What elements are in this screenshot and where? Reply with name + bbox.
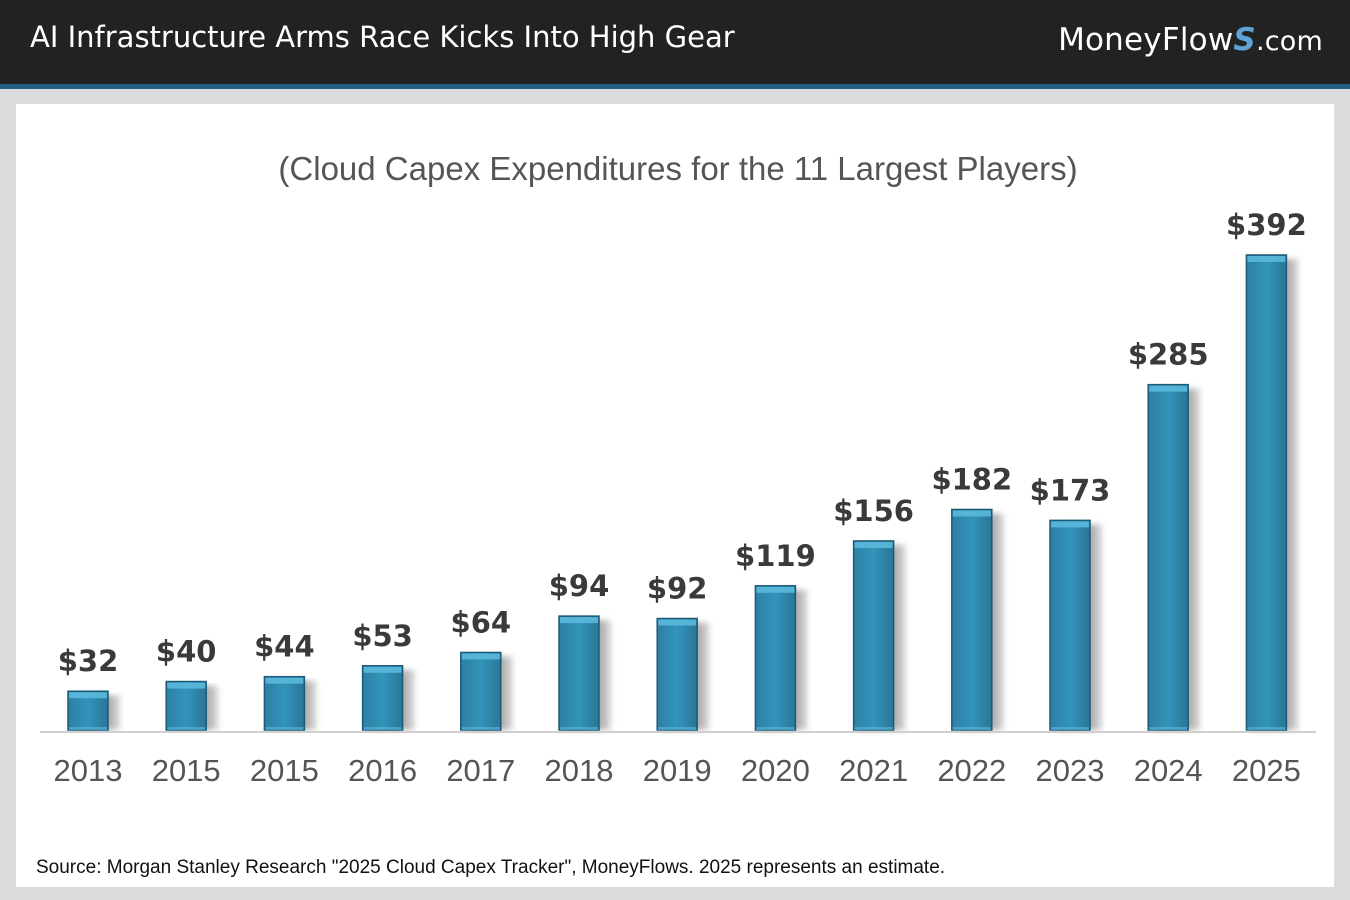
bar-2015-2: [263, 675, 306, 731]
bar-base-bevel: [69, 727, 107, 730]
data-label: $64: [451, 605, 512, 639]
bar-2022-9: [951, 508, 993, 731]
chart-title: (Cloud Capex Expenditures for the 11 Lar…: [278, 150, 1077, 187]
bar-2021-8: [852, 540, 895, 731]
data-label: $92: [647, 572, 708, 606]
data-label: $119: [735, 539, 816, 573]
x-tick-label: 2025: [1232, 753, 1301, 788]
bar: [558, 615, 600, 731]
bar: [361, 665, 404, 731]
bar-2016-3: [361, 665, 404, 731]
data-label: $156: [833, 494, 914, 528]
header-bar: AI Infrastructure Arms Race Kicks Into H…: [0, 0, 1350, 89]
bar-base-bevel: [1247, 727, 1286, 730]
bar-2020-7: [754, 585, 797, 731]
source-note: Source: Morgan Stanley Research "2025 Cl…: [36, 857, 946, 878]
page-title: AI Infrastructure Arms Race Kicks Into H…: [30, 20, 735, 54]
bar-top-bevel: [854, 541, 893, 548]
bar-base-bevel: [461, 727, 500, 730]
x-tick-label: 2020: [741, 753, 810, 788]
x-tick-label: 2017: [446, 753, 515, 788]
x-tick-label: 2021: [839, 753, 908, 788]
bar: [165, 680, 207, 731]
bar-base-bevel: [363, 727, 402, 730]
brand-mark: S: [1233, 22, 1256, 58]
bar-top-bevel: [952, 510, 991, 517]
data-label: $392: [1226, 208, 1307, 242]
bar: [656, 617, 698, 731]
bar-base-bevel: [560, 727, 598, 730]
brand-suffix: .com: [1255, 26, 1323, 57]
bar-top-bevel: [1051, 521, 1089, 528]
x-tick-label: 2016: [348, 753, 417, 788]
bar-base-bevel: [854, 727, 893, 730]
bar-top-bevel: [1247, 256, 1286, 262]
bar: [263, 675, 306, 731]
bar-base-bevel: [167, 727, 206, 730]
data-label: $44: [254, 630, 315, 664]
chart-panel: (Cloud Capex Expenditures for the 11 Lar…: [16, 104, 1334, 887]
x-tick-label: 2024: [1134, 753, 1203, 788]
bar-base-bevel: [1149, 727, 1188, 730]
data-label: $40: [156, 635, 217, 669]
bar: [1245, 254, 1288, 731]
x-tick-label: 2019: [643, 753, 712, 788]
bar-top-bevel: [756, 586, 795, 593]
data-label: $32: [58, 644, 119, 678]
bar-base-bevel: [265, 727, 304, 730]
bar-top-bevel: [265, 677, 304, 684]
bar-2018-5: [558, 615, 600, 731]
bar-2019-6: [656, 617, 698, 731]
bar: [1147, 383, 1189, 731]
bar-2023-10: [1049, 519, 1091, 731]
bar: [460, 651, 502, 731]
bar-2015-1: [165, 680, 207, 731]
x-tick-label: 2023: [1036, 753, 1105, 788]
bar-base-bevel: [952, 727, 991, 730]
bar-top-bevel: [461, 653, 500, 660]
x-tick-label: 2015: [152, 753, 221, 788]
bar-2017-4: [460, 651, 502, 731]
data-label: $173: [1030, 473, 1111, 507]
bar-top-bevel: [1149, 385, 1188, 392]
brand-name: MoneyFlow: [1058, 22, 1234, 58]
x-tick-label: 2018: [545, 753, 614, 788]
bar-top-bevel: [363, 666, 402, 673]
brand-logo[interactable]: MoneyFlowS.com: [1058, 22, 1323, 58]
bar: [1049, 519, 1091, 731]
bar-top-bevel: [69, 692, 107, 699]
x-tick-label: 2013: [54, 753, 123, 788]
bar-base-bevel: [658, 727, 697, 730]
data-label: $182: [931, 462, 1012, 496]
bar-chart: (Cloud Capex Expenditures for the 11 Lar…: [40, 150, 1316, 788]
data-label: $53: [352, 619, 413, 653]
bar-base-bevel: [756, 727, 795, 730]
bar: [754, 585, 797, 731]
bar-top-bevel: [560, 617, 598, 624]
bar-top-bevel: [167, 682, 206, 689]
bar-2024-11: [1147, 383, 1189, 731]
bar-base-bevel: [1051, 727, 1089, 730]
bar: [951, 508, 993, 731]
bar-top-bevel: [658, 619, 697, 626]
bar: [852, 540, 895, 731]
data-label: $285: [1128, 338, 1209, 372]
x-tick-label: 2015: [250, 753, 319, 788]
bar-2025-12: [1245, 254, 1288, 731]
data-label: $94: [549, 569, 610, 603]
bar-2013-0: [67, 690, 109, 731]
x-tick-label: 2022: [937, 753, 1006, 788]
